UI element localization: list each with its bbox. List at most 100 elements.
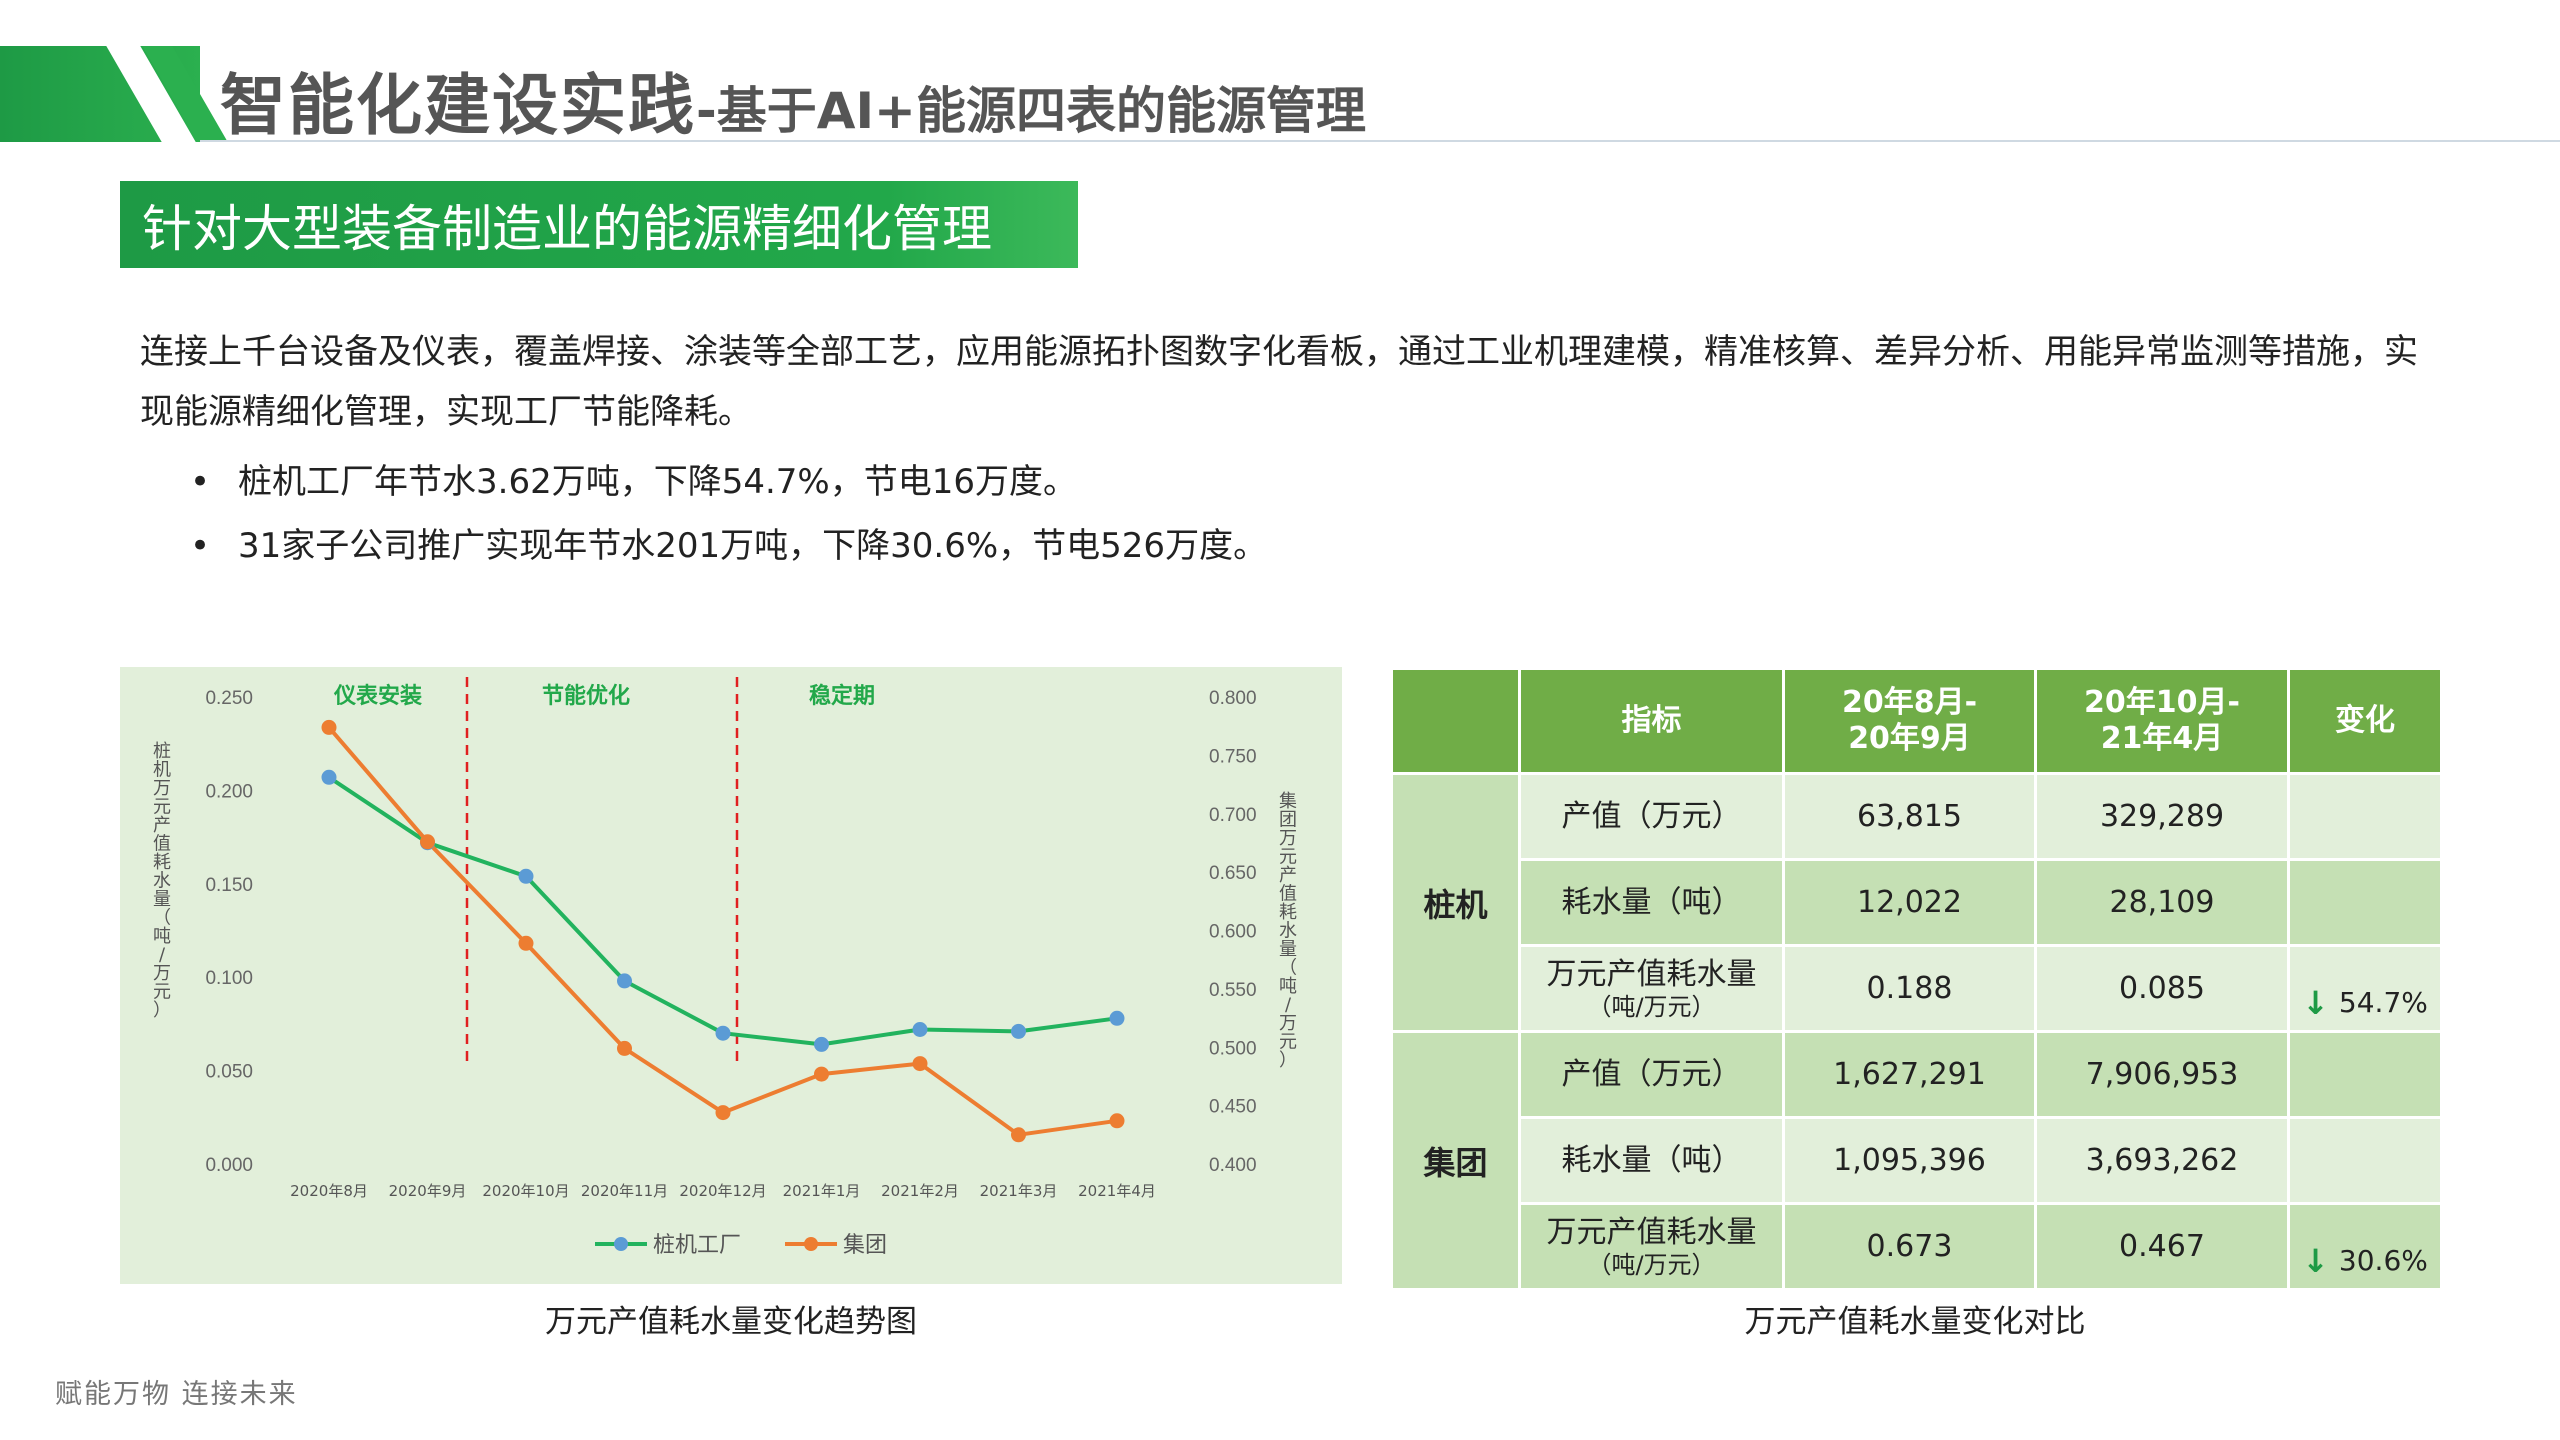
y-right-tick-label: 0.450 (1209, 1097, 1257, 1118)
bullet-item: • 31家子公司推广实现年节水201万吨，下降30.6%，节电526万度。 (190, 516, 2390, 580)
x-tick-label: 2020年11月 (581, 1182, 668, 1200)
x-tick-label: 2021年1月 (783, 1182, 861, 1200)
data-point (715, 1025, 731, 1041)
value-cell: 329,289 (2034, 772, 2290, 861)
change-cell (2287, 1030, 2443, 1119)
data-point (912, 1056, 928, 1072)
header-line: 21年4月 (2100, 721, 2224, 756)
trend-chart: 0.250 0.200 0.150 0.100 0.050 0.000 0.800 0.750… (153, 677, 1297, 1258)
value-cell: 3,693,262 (2034, 1116, 2290, 1205)
series-line (327, 726, 1118, 1137)
bullet-dot: • (190, 462, 211, 502)
x-tick-label: 2021年2月 (881, 1182, 959, 1200)
y-left-tick-label: 0.000 (205, 1155, 253, 1176)
value-cell: 0.673 (1782, 1202, 2037, 1291)
trend-chart-panel: 0.250 0.200 0.150 0.100 0.050 0.000 0.800 0.750… (120, 667, 1342, 1284)
y-right-tick-label: 0.800 (1209, 688, 1257, 709)
x-tick-label: 2021年3月 (980, 1182, 1058, 1200)
bullet-list: • 桩机工厂年节水3.62万吨，下降54.7%，节电16万度。 • 31家子公司… (190, 452, 2390, 580)
value-cell: 1,627,291 (1782, 1030, 2037, 1119)
y-left-tick-label: 0.050 (205, 1062, 253, 1083)
y-right-tick-label: 0.500 (1209, 1038, 1257, 1059)
table-header-row: 指标 20年8月- 20年9月 20年10月- 21年4月 变化 (1390, 667, 2443, 775)
data-point (617, 973, 632, 989)
page-title-main: 智能化建设实践 (220, 67, 696, 144)
table-caption: 万元产值耗水量变化对比 (1744, 1304, 2086, 1340)
bullet-text: 桩机工厂年节水3.62万吨，下降54.7%，节电16万度。 (238, 462, 1077, 502)
metric-name: 万元产值耗水量 (1546, 1214, 1757, 1250)
value-cell: 0.085 (2034, 944, 2290, 1033)
header-line: 20年10月- (2084, 685, 2240, 720)
footer-slogan: 赋能万物 连接未来 (55, 1379, 298, 1410)
x-tick-label: 2021年4月 (1078, 1182, 1156, 1200)
metric-cell: 万元产值耗水量 （吨/万元） (1518, 944, 1785, 1033)
metric-cell: 产值（万元） (1518, 772, 1785, 861)
x-tick-label: 2020年8月 (290, 1182, 368, 1200)
change-cell (2287, 772, 2443, 861)
table-row: 耗水量（吨） 12,022 28,109 (1392, 858, 2443, 947)
change-cell: ↓ 30.6% (2287, 1202, 2443, 1291)
phase-label: 稳定期 (809, 683, 875, 709)
data-point (518, 868, 534, 884)
metric-unit: （吨/万元） (1587, 1250, 1716, 1279)
table-row: 集团 产值（万元） 1,627,291 7,906,953 (1390, 1030, 2443, 1291)
data-point (912, 1022, 928, 1037)
data-point (1011, 1127, 1026, 1143)
y-right-tick-label: 0.550 (1209, 980, 1257, 1001)
metric-name: 产值（万元） (1561, 798, 1742, 834)
value-cell: 1,095,396 (1782, 1116, 2037, 1205)
y-right-axis-title: 集团万元产值耗水量（吨/万元） (1279, 791, 1297, 1071)
change-cell (2287, 858, 2443, 947)
header-line: 20年9月 (1848, 721, 1971, 756)
value-cell: 12,022 (1782, 858, 2037, 947)
section-banner: 针对大型装备制造业的能源精细化管理 (120, 181, 1078, 268)
group-label: 集团 (1390, 1030, 1521, 1291)
table-header-cell: 变化 (2287, 667, 2443, 775)
value-cell: 0.467 (2034, 1202, 2290, 1291)
data-point (814, 1036, 829, 1052)
chart-caption: 万元产值耗水量变化趋势图 (545, 1304, 917, 1340)
comparison-table: 指标 20年8月- 20年9月 20年10月- 21年4月 变化 桩机 产值（万… (1390, 667, 2443, 1291)
bullet-text: 31家子公司推广实现年节水201万吨，下降30.6%，节电526万度。 (238, 526, 1268, 566)
header-divider (200, 140, 2560, 142)
metric-cell: 万元产值耗水量 （吨/万元） (1518, 1202, 1785, 1291)
legend-label: 桩机工厂 (653, 1233, 741, 1258)
phase-label: 节能优化 (542, 683, 630, 709)
y-right-tick-label: 0.400 (1209, 1155, 1257, 1176)
metric-unit: （吨/万元） (1587, 992, 1716, 1021)
metric-cell: 耗水量（吨） (1518, 858, 1785, 947)
table-header-cell: 20年10月- 21年4月 (2034, 667, 2290, 775)
metric-cell: 产值（万元） (1518, 1030, 1785, 1119)
change-cell: ↓ 54.7% (2287, 944, 2443, 1033)
table-header-cell: 20年8月- 20年9月 (1782, 667, 2037, 775)
group-label: 桩机 (1390, 772, 1521, 1033)
data-point (321, 769, 337, 785)
y-left-tick-label: 0.100 (205, 968, 253, 989)
y-right-tick-label: 0.650 (1209, 863, 1257, 884)
y-left-tick-label: 0.250 (205, 688, 253, 709)
change-value: ↓ 54.7% (2302, 984, 2428, 1022)
change-percent: 30.6% (2338, 1244, 2428, 1277)
table-row: 万元产值耗水量 （吨/万元） 0.188 0.085 ↓ 54.7% (1392, 944, 2443, 1033)
data-point (518, 935, 534, 951)
data-point (814, 1066, 829, 1082)
down-arrow-icon: ↓ (2302, 1241, 2329, 1280)
value-cell: 0.188 (1782, 944, 2037, 1033)
bullet-item: • 桩机工厂年节水3.62万吨，下降54.7%，节电16万度。 (190, 452, 2390, 516)
data-point (1109, 1113, 1125, 1129)
change-cell (2287, 1116, 2443, 1205)
metric-name: 产值（万元） (1561, 1056, 1742, 1092)
data-point (1109, 1010, 1125, 1026)
value-cell: 7,906,953 (2034, 1030, 2290, 1119)
y-left-axis-title: 桩机万元产值耗水量（吨/万元） (153, 741, 171, 1021)
bullet-dot: • (190, 526, 211, 566)
metric-name: 万元产值耗水量 (1546, 956, 1757, 992)
phase-label: 仪表安装 (333, 683, 422, 709)
value-cell: 28,109 (2034, 858, 2290, 947)
x-tick-label: 2020年12月 (679, 1182, 766, 1200)
data-point (321, 719, 337, 735)
y-right-tick-label: 0.700 (1209, 805, 1257, 826)
down-arrow-icon: ↓ (2302, 983, 2329, 1022)
header-line: 20年8月- (1841, 685, 1978, 720)
data-point (715, 1105, 731, 1121)
